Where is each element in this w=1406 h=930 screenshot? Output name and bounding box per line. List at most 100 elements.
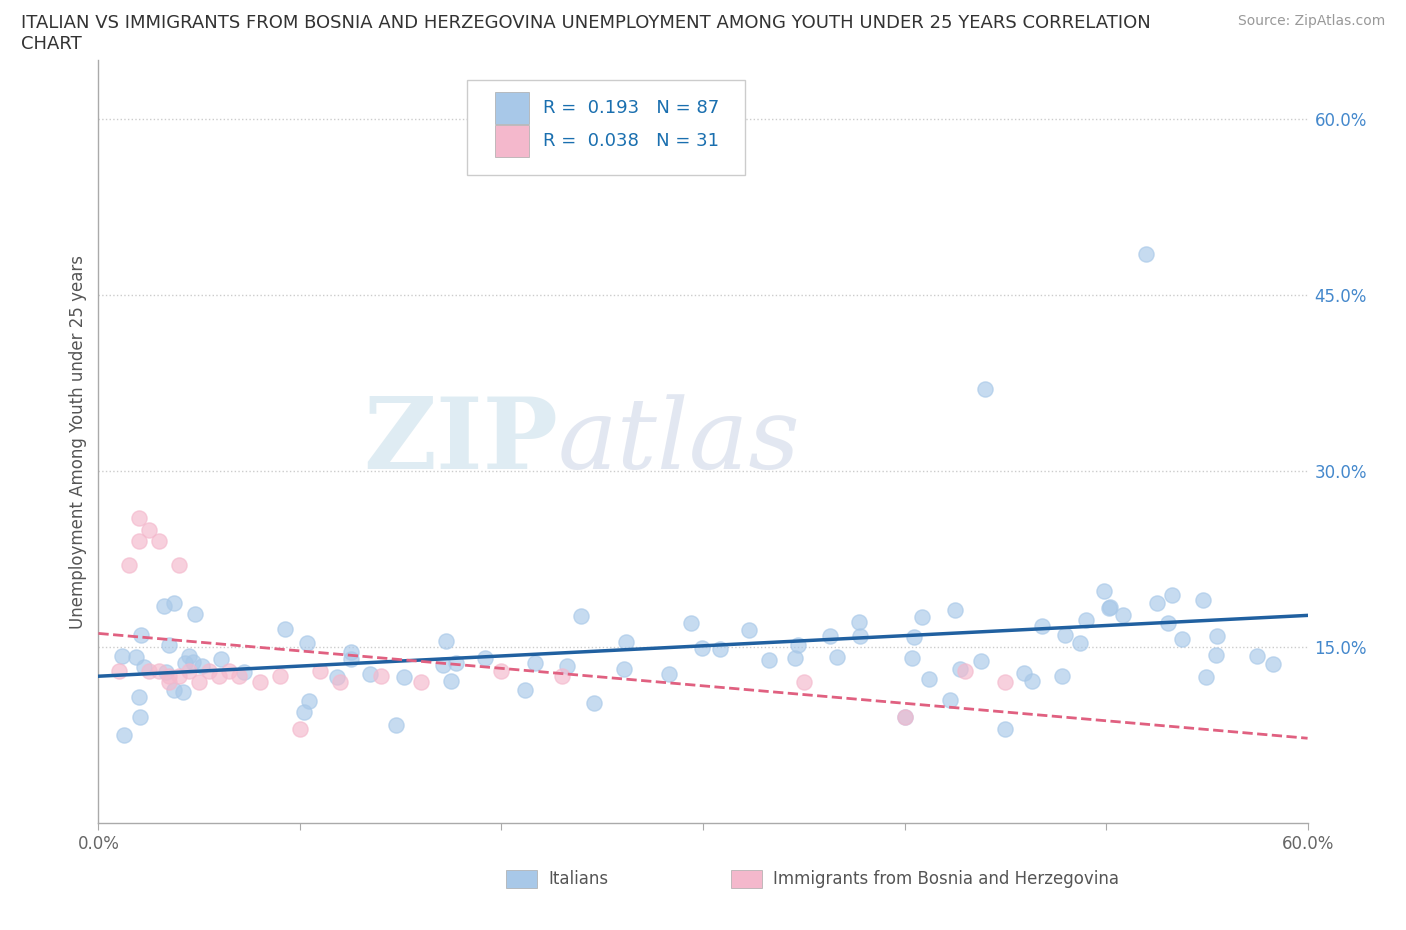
Point: [1195, 670, 1218, 684]
Point: [167, 669, 190, 684]
Text: ITALIAN VS IMMIGRANTS FROM BOSNIA AND HERZEGOVINA UNEMPLOYMENT AMONG YOUTH UNDER: ITALIAN VS IMMIGRANTS FROM BOSNIA AND HE…: [21, 14, 1152, 32]
Point: [181, 655, 204, 670]
Point: [172, 684, 194, 699]
Point: [551, 669, 574, 684]
Point: [974, 381, 997, 396]
Point: [1171, 631, 1194, 646]
Point: [893, 710, 915, 724]
Point: [112, 727, 135, 742]
Point: [491, 663, 513, 678]
Point: [1074, 613, 1097, 628]
Point: [939, 693, 962, 708]
Point: [1135, 246, 1157, 261]
Point: [820, 629, 842, 644]
Point: [340, 652, 363, 667]
Point: [138, 663, 160, 678]
Point: [339, 644, 361, 659]
Text: R =  0.193   N = 87: R = 0.193 N = 87: [543, 99, 720, 117]
Point: [392, 670, 415, 684]
Point: [359, 666, 381, 681]
Point: [190, 658, 212, 673]
Point: [167, 557, 190, 572]
Point: [1146, 596, 1168, 611]
Point: [129, 710, 152, 724]
Point: [370, 669, 392, 684]
Point: [269, 669, 291, 684]
Point: [658, 666, 681, 681]
Point: [679, 616, 702, 631]
Point: [385, 718, 408, 733]
Point: [274, 622, 297, 637]
Point: [1031, 618, 1053, 633]
Point: [125, 650, 148, 665]
Point: [793, 675, 815, 690]
Point: [943, 603, 966, 618]
Point: [917, 671, 939, 686]
Point: [288, 722, 311, 737]
Point: [131, 628, 153, 643]
Point: [128, 511, 150, 525]
Point: [107, 663, 129, 678]
Point: [970, 653, 993, 668]
Point: [298, 694, 321, 709]
Point: [128, 534, 150, 549]
Point: [208, 669, 231, 684]
Point: [138, 523, 160, 538]
Point: [786, 637, 808, 652]
Point: [188, 675, 211, 690]
Point: [111, 648, 134, 663]
Point: [434, 633, 457, 648]
Point: [583, 696, 606, 711]
Point: [1053, 628, 1076, 643]
Point: [292, 704, 315, 719]
Point: [159, 638, 181, 653]
Point: [785, 651, 807, 666]
Point: [444, 655, 467, 670]
Point: [557, 658, 579, 673]
Point: [233, 665, 256, 680]
Point: [173, 656, 195, 671]
Point: [903, 630, 925, 644]
Text: atlas: atlas: [558, 394, 800, 489]
Point: [198, 663, 221, 678]
Point: [179, 663, 201, 678]
Point: [326, 670, 349, 684]
Point: [155, 665, 177, 680]
Point: [228, 669, 250, 684]
Point: [309, 663, 332, 678]
Point: [709, 642, 731, 657]
Point: [523, 656, 546, 671]
Point: [440, 673, 463, 688]
Point: [184, 606, 207, 621]
Point: [163, 596, 186, 611]
Point: [128, 690, 150, 705]
Point: [569, 608, 592, 623]
Point: [132, 659, 155, 674]
Point: [1069, 635, 1091, 650]
Point: [179, 648, 201, 663]
Point: [758, 653, 780, 668]
Point: [1205, 647, 1227, 662]
Point: [295, 636, 318, 651]
Text: ZIP: ZIP: [363, 393, 558, 490]
Point: [848, 615, 870, 630]
Text: Source: ZipAtlas.com: Source: ZipAtlas.com: [1237, 14, 1385, 28]
Point: [953, 663, 976, 678]
Point: [218, 663, 240, 678]
Point: [948, 661, 970, 676]
Point: [849, 629, 872, 644]
Point: [249, 675, 271, 690]
Point: [1094, 584, 1116, 599]
Point: [148, 663, 170, 678]
Point: [1263, 657, 1285, 671]
Point: [148, 534, 170, 549]
Point: [329, 675, 352, 690]
Text: Immigrants from Bosnia and Herzegovina: Immigrants from Bosnia and Herzegovina: [773, 870, 1119, 888]
Point: [1161, 588, 1184, 603]
Point: [825, 650, 848, 665]
Point: [153, 598, 176, 613]
Point: [209, 651, 232, 666]
Point: [994, 675, 1017, 690]
Text: Italians: Italians: [548, 870, 609, 888]
Y-axis label: Unemployment Among Youth under 25 years: Unemployment Among Youth under 25 years: [69, 255, 87, 629]
